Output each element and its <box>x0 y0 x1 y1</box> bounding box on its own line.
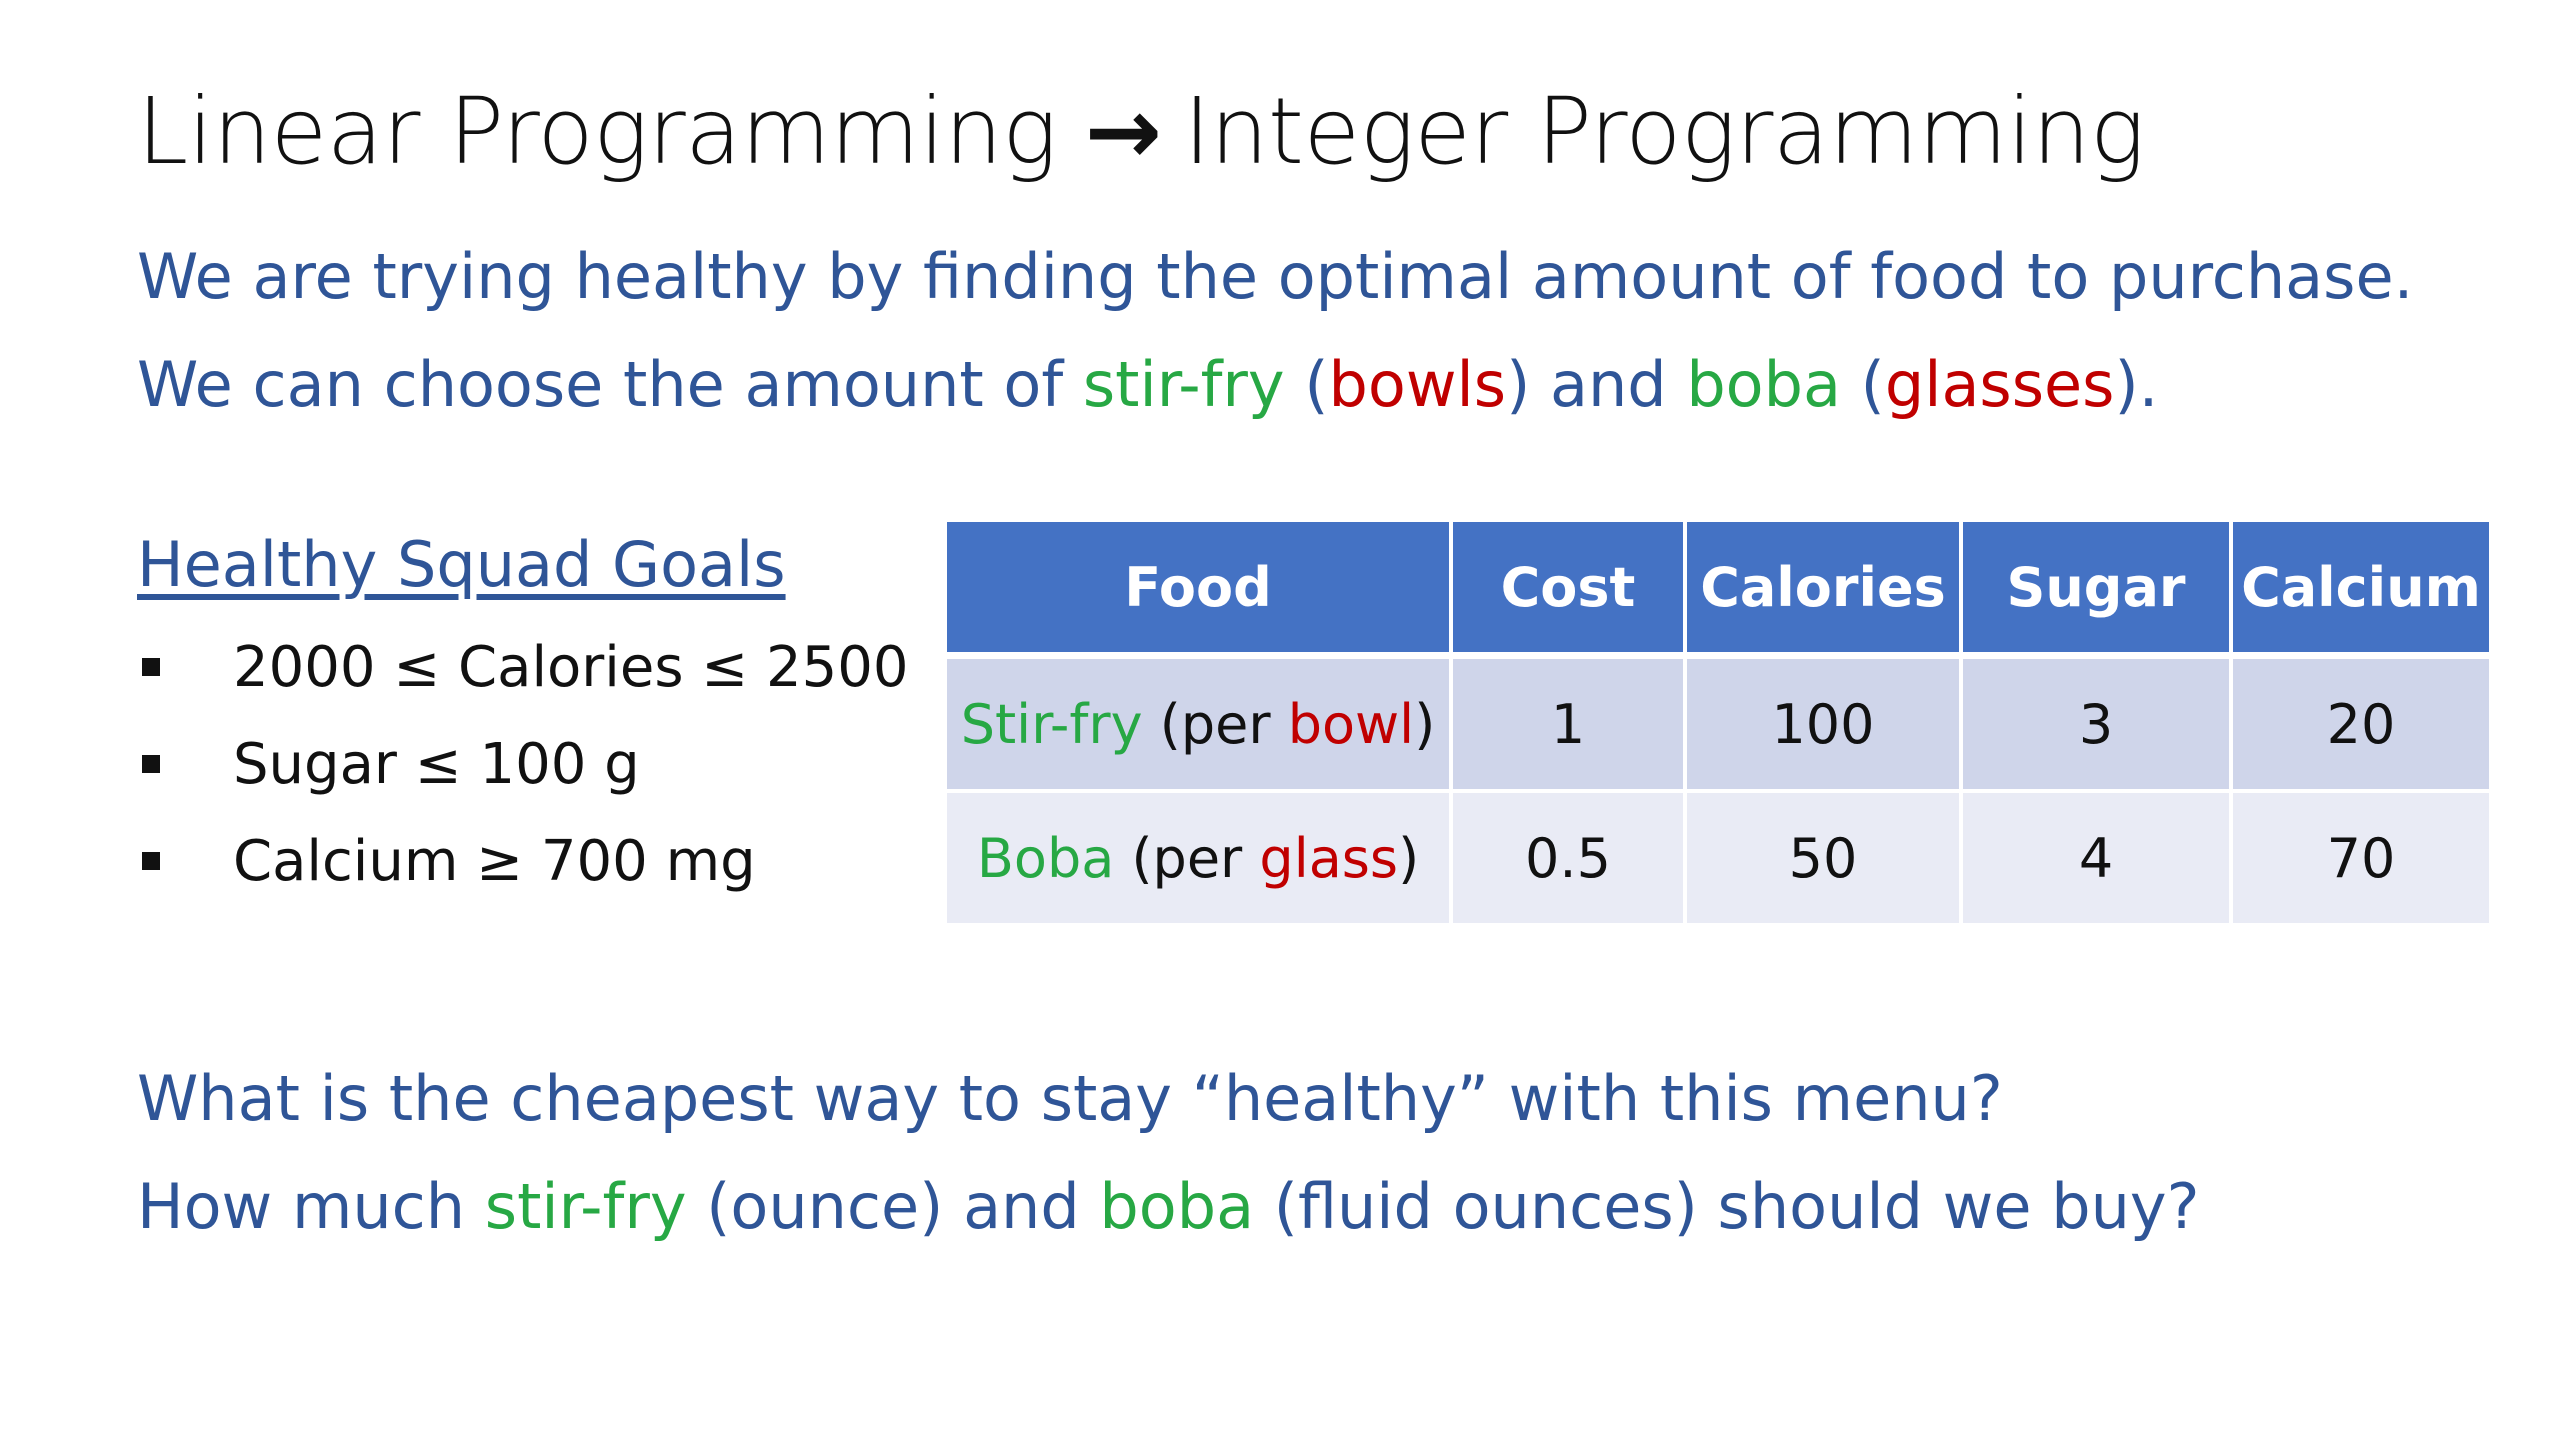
slide-title: Linear Programming → Integer Programming <box>137 78 2145 185</box>
food-name: Stir-fry <box>960 692 1143 756</box>
goals-list: 2000 ≤ Calories ≤ 2500 Sugar ≤ 100 g Cal… <box>137 628 909 919</box>
header-calcium: Calcium <box>2229 522 2489 659</box>
title-left: Linear Programming <box>137 78 1057 185</box>
question-text: How much <box>137 1170 485 1243</box>
cell-calories: 50 <box>1683 789 1961 923</box>
header-food: Food <box>947 522 1451 659</box>
question-2: How much stir-fry (ounce) and boba (flui… <box>137 1170 2199 1243</box>
question-1: What is the cheapest way to stay “health… <box>137 1062 2003 1135</box>
food-unit-text: (per <box>1142 692 1288 756</box>
goal-item: Sugar ≤ 100 g <box>137 725 909 822</box>
intro-line-2: We can choose the amount of stir-fry (bo… <box>137 348 2158 421</box>
cell-sugar: 4 <box>1959 789 2231 923</box>
food-table: Food Cost Calories Sugar Calcium Stir-fr… <box>947 522 2489 923</box>
square-bullet-icon <box>142 852 160 870</box>
right-arrow-icon: → <box>1084 78 1162 185</box>
title-right: Integer Programming <box>1183 78 2145 185</box>
boba-highlight: boba <box>1099 1170 1255 1243</box>
cell-calcium: 70 <box>2229 789 2489 923</box>
food-unit: bowl <box>1287 692 1415 756</box>
intro-text: ). <box>2114 348 2159 421</box>
food-name: Boba <box>976 826 1115 890</box>
table-row: Stir-fry (per bowl) 1 100 3 20 <box>947 653 2489 791</box>
cell-cost: 0.5 <box>1449 789 1685 923</box>
header-cost: Cost <box>1449 522 1685 659</box>
goal-text: Calcium ≥ 700 mg <box>233 829 756 894</box>
food-unit-text: ) <box>1398 826 1420 890</box>
intro-text: ) and <box>1506 348 1687 421</box>
square-bullet-icon <box>142 658 160 676</box>
header-sugar: Sugar <box>1959 522 2231 659</box>
cell-calcium: 20 <box>2229 653 2489 791</box>
question-text: (fluid ounces) should we buy? <box>1254 1170 2200 1243</box>
goal-text: 2000 ≤ Calories ≤ 2500 <box>233 635 909 700</box>
goals-heading: Healthy Squad Goals <box>137 528 786 601</box>
square-bullet-icon <box>142 755 160 773</box>
cell-sugar: 3 <box>1959 653 2231 791</box>
question-text: (ounce) and <box>686 1170 1100 1243</box>
cell-food: Stir-fry (per bowl) <box>947 653 1451 791</box>
stirfry-highlight: stir-fry <box>484 1170 687 1243</box>
header-calories: Calories <box>1683 522 1961 659</box>
food-unit-text: ) <box>1414 692 1436 756</box>
table-header-row: Food Cost Calories Sugar Calcium <box>947 522 2489 659</box>
goal-text: Sugar ≤ 100 g <box>233 732 640 797</box>
food-unit: glass <box>1259 826 1399 890</box>
food-unit-text: (per <box>1114 826 1260 890</box>
intro-text: ( <box>1284 348 1329 421</box>
cell-calories: 100 <box>1683 653 1961 791</box>
cell-food: Boba (per glass) <box>947 789 1451 923</box>
glasses-highlight: glasses <box>1884 348 2115 421</box>
intro-text: We can choose the amount of <box>137 348 1083 421</box>
boba-highlight: boba <box>1686 348 1841 421</box>
goal-item: 2000 ≤ Calories ≤ 2500 <box>137 628 909 725</box>
bowls-highlight: bowls <box>1328 348 1507 421</box>
table-row: Boba (per glass) 0.5 50 4 70 <box>947 789 2489 923</box>
cell-cost: 1 <box>1449 653 1685 791</box>
intro-text: ( <box>1840 348 1885 421</box>
intro-line-1: We are trying healthy by finding the opt… <box>137 240 2414 313</box>
stirfry-highlight: stir-fry <box>1082 348 1285 421</box>
goal-item: Calcium ≥ 700 mg <box>137 822 909 919</box>
